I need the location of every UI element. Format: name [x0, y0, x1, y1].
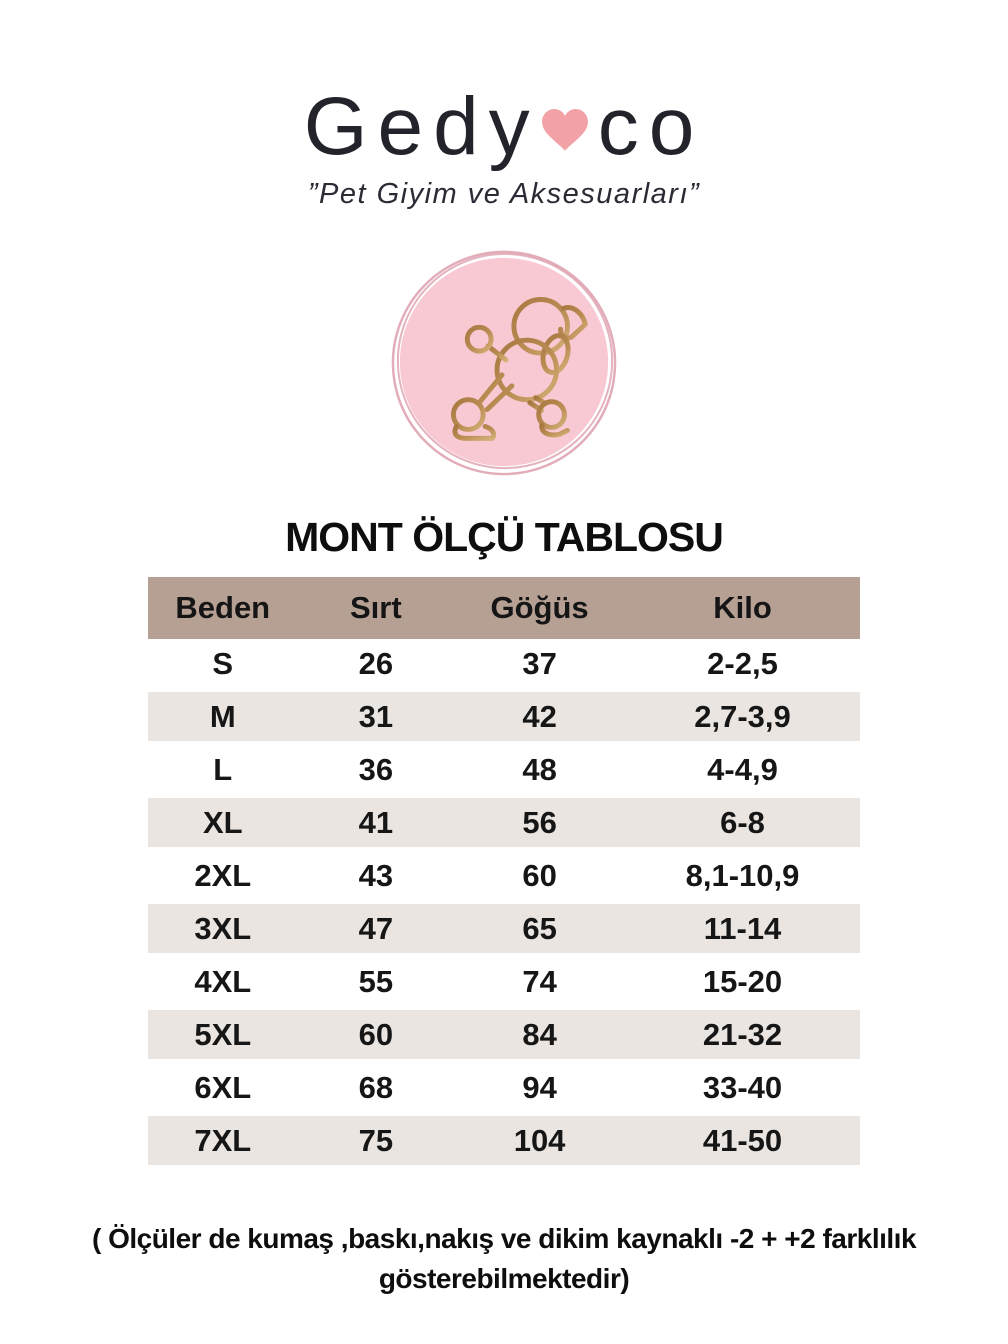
- brand-tagline: ”Pet Giyim ve Aksesuarları”: [307, 178, 701, 210]
- poodle-icon: [391, 250, 617, 476]
- cell-sirt: 75: [297, 1116, 455, 1169]
- cell-beden: 6XL: [148, 1063, 298, 1116]
- cell-gogus: 48: [454, 745, 626, 798]
- cell-sirt: 36: [297, 745, 455, 798]
- cell-kilo: 41-50: [625, 1116, 860, 1169]
- cell-gogus: 84: [454, 1010, 626, 1063]
- cell-kilo: 2-2,5: [625, 639, 860, 692]
- cell-sirt: 60: [297, 1010, 455, 1063]
- table-row-xl: XL 41 56 6-8: [148, 798, 860, 851]
- tolerance-note: ( Ölçüler de kumaş ,baskı,nakış ve dikim…: [0, 1219, 1008, 1299]
- cell-beden: M: [148, 692, 298, 745]
- table-row-s: S 26 37 2-2,5: [148, 639, 860, 692]
- cell-gogus: 94: [454, 1063, 626, 1116]
- table-row-3xl: 3XL 47 65 11-14: [148, 904, 860, 957]
- table-row-5xl: 5XL 60 84 21-32: [148, 1010, 860, 1063]
- cell-kilo: 15-20: [625, 957, 860, 1010]
- cell-sirt: 55: [297, 957, 455, 1010]
- cell-kilo: 21-32: [625, 1010, 860, 1063]
- cell-gogus: 60: [454, 851, 626, 904]
- cell-kilo: 11-14: [625, 904, 860, 957]
- column-header-sirt: Sırt: [297, 577, 455, 639]
- cell-beden: L: [148, 745, 298, 798]
- emblem-outer-ring: [391, 250, 617, 476]
- poodle-emblem: [0, 243, 1008, 486]
- heart-icon: [541, 108, 588, 151]
- cell-beden: 4XL: [148, 957, 298, 1010]
- tolerance-note-line1: ( Ölçüler de kumaş ,baskı,nakış ve dikim…: [91, 1223, 917, 1254]
- table-row-7xl: 7XL 75 104 41-50: [148, 1116, 860, 1169]
- brand-name-right: co: [597, 81, 705, 172]
- cell-sirt: 41: [297, 798, 455, 851]
- table-row-4xl: 4XL 55 74 15-20: [148, 957, 860, 1010]
- cell-beden: 7XL: [148, 1116, 298, 1169]
- column-header-gogus: Göğüs: [454, 577, 626, 639]
- cell-kilo: 4-4,9: [625, 745, 860, 798]
- column-header-kilo: Kilo: [625, 577, 860, 639]
- cell-sirt: 68: [297, 1063, 455, 1116]
- column-header-beden: Beden: [148, 577, 298, 639]
- emblem-inner-ring: [396, 252, 614, 470]
- size-table: Beden Sırt Göğüs Kilo S 26 37 2-2,5 M 31…: [148, 577, 860, 1169]
- cell-sirt: 31: [297, 692, 455, 745]
- table-row-6xl: 6XL 68 94 33-40: [148, 1063, 860, 1116]
- cell-gogus: 74: [454, 957, 626, 1010]
- cell-beden: S: [148, 639, 298, 692]
- cell-beden: 2XL: [148, 851, 298, 904]
- cell-sirt: 47: [297, 904, 455, 957]
- brand-name-left: Gedy: [303, 81, 540, 172]
- table-row-m: M 31 42 2,7-3,9: [148, 692, 860, 745]
- cell-kilo: 8,1-10,9: [625, 851, 860, 904]
- cell-sirt: 43: [297, 851, 455, 904]
- cell-gogus: 42: [454, 692, 626, 745]
- cell-kilo: 2,7-3,9: [625, 692, 860, 745]
- cell-gogus: 37: [454, 639, 626, 692]
- chart-title: MONT ÖLÇÜ TABLOSU: [285, 514, 724, 560]
- table-row-2xl: 2XL 43 60 8,1-10,9: [148, 851, 860, 904]
- cell-kilo: 33-40: [625, 1063, 860, 1116]
- cell-gogus: 104: [454, 1116, 626, 1169]
- poodle-line-art: [450, 297, 588, 441]
- tolerance-note-line2: gösterebilmektedir): [378, 1262, 630, 1294]
- cell-beden: 5XL: [148, 1010, 298, 1063]
- cell-kilo: 6-8: [625, 798, 860, 851]
- table-row-l: L 36 48 4-4,9: [148, 745, 860, 798]
- emblem-circle-background: [399, 257, 609, 467]
- cell-gogus: 56: [454, 798, 626, 851]
- cell-beden: 3XL: [148, 904, 298, 957]
- cell-beden: XL: [148, 798, 298, 851]
- brand-logo: Gedy co: [0, 0, 1008, 168]
- table-header-row: Beden Sırt Göğüs Kilo: [148, 577, 860, 639]
- cell-gogus: 65: [454, 904, 626, 957]
- cell-sirt: 26: [297, 639, 455, 692]
